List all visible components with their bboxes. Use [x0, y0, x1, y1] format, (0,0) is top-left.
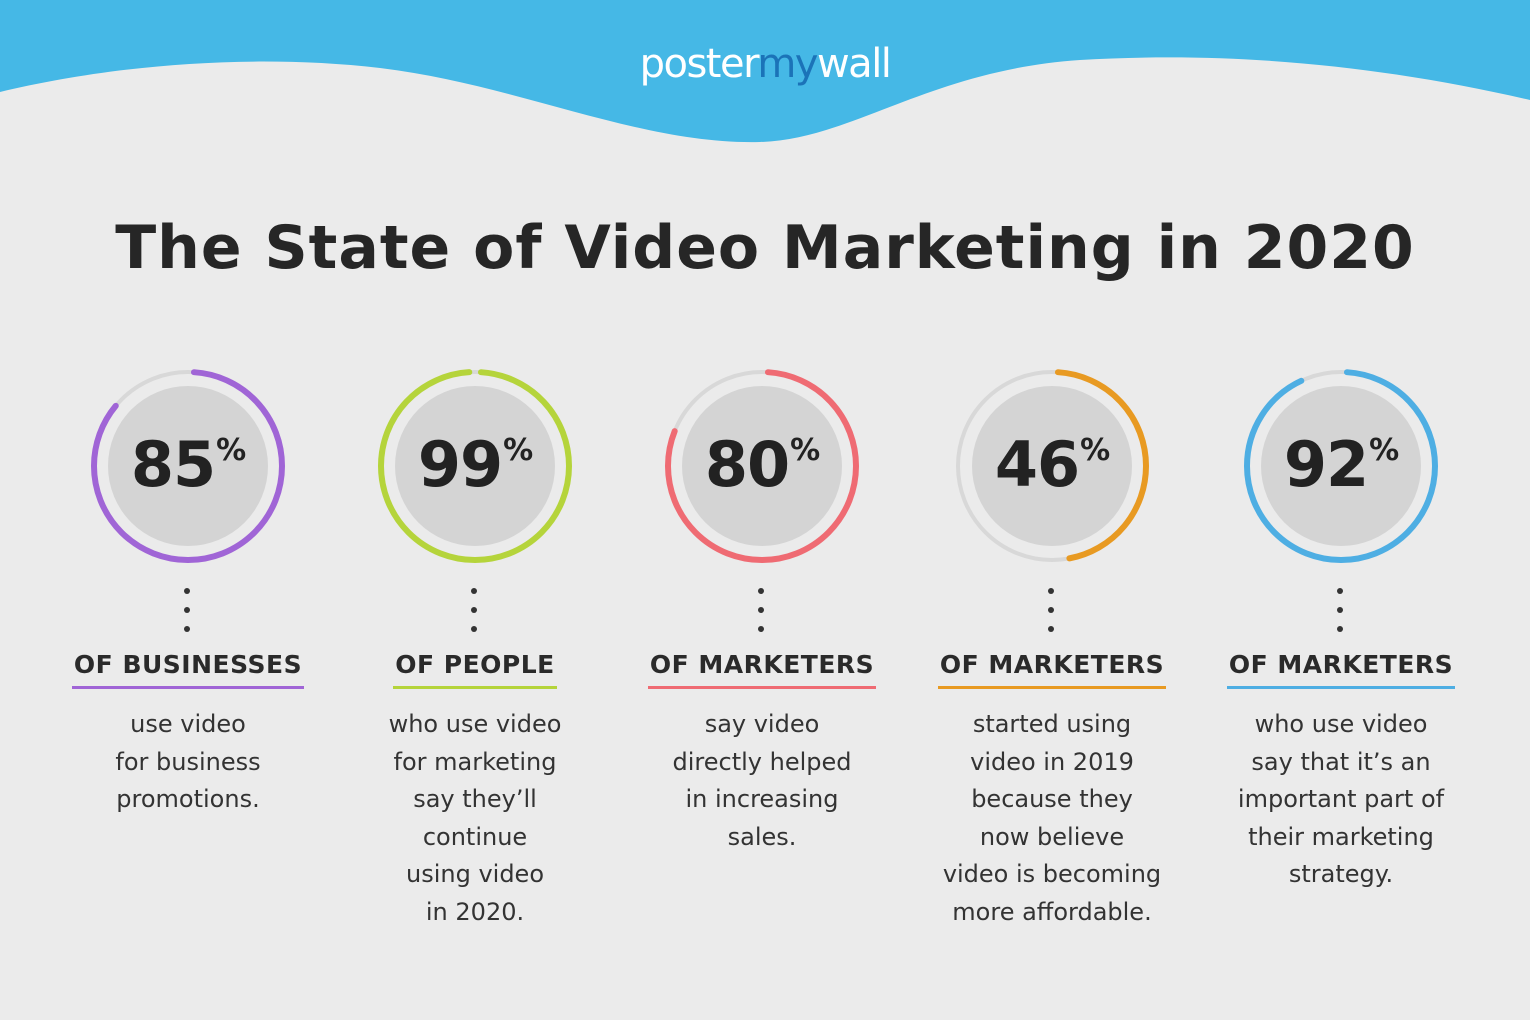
percent-sign: % — [216, 433, 246, 468]
dot — [471, 588, 477, 594]
percent-sign: % — [1369, 433, 1399, 468]
dot — [1048, 607, 1054, 613]
stat-value: 99% — [330, 434, 620, 496]
dots-connector — [758, 588, 766, 634]
stat-value: 92% — [1196, 434, 1486, 496]
donut-ring — [91, 369, 285, 563]
donut-ring — [1244, 369, 1438, 563]
header-wave-shape — [0, 0, 1530, 143]
stat-value: 46% — [907, 434, 1197, 496]
dots-connector — [184, 588, 192, 634]
stat-number: 46 — [994, 428, 1080, 501]
header-wave — [0, 0, 1530, 143]
dot — [1337, 607, 1343, 613]
dot — [1048, 588, 1054, 594]
ring-value-arc — [1244, 369, 1438, 563]
percent-sign: % — [503, 433, 533, 468]
stat-value: 80% — [617, 434, 907, 496]
stat-description: say video directly helped in increasing … — [672, 710, 852, 851]
stat-number: 92 — [1283, 428, 1369, 501]
percent-sign: % — [790, 433, 820, 468]
stat-description: started using video in 2019 because they… — [942, 710, 1162, 926]
ring-value-arc — [665, 369, 859, 563]
stat-heading: OF MARKETERS — [1226, 651, 1456, 689]
ring-center — [972, 386, 1132, 546]
stat-heading: OF MARKETERS — [647, 651, 877, 689]
postermywall-logo[interactable]: postermywall — [0, 44, 1530, 84]
dot — [184, 607, 190, 613]
dot — [471, 607, 477, 613]
percent-sign: % — [1080, 433, 1110, 468]
ring-value-arc — [955, 369, 1149, 563]
dot — [758, 607, 764, 613]
donut-ring — [378, 369, 572, 563]
ring-center — [395, 386, 555, 546]
stat-number: 99 — [417, 428, 503, 501]
logo-text-my: my — [757, 41, 818, 87]
dot — [471, 626, 477, 632]
logo-text-poster: poster — [639, 41, 759, 87]
donut-ring — [955, 369, 1149, 563]
stat-heading: OF MARKETERS — [937, 651, 1167, 689]
ring-center — [1261, 386, 1421, 546]
stat-description: who use video say that it’s an important… — [1237, 710, 1445, 888]
stat-heading: OF PEOPLE — [393, 651, 557, 689]
stat-heading: OF BUSINESSES — [71, 651, 305, 689]
dot — [184, 626, 190, 632]
dots-connector — [1048, 588, 1056, 634]
stat-number: 85 — [130, 428, 216, 501]
dots-connector — [1337, 588, 1345, 634]
stat-description: who use video for marketing say they’ll … — [388, 710, 562, 926]
stat-number: 80 — [704, 428, 790, 501]
dot — [1337, 588, 1343, 594]
ring-center — [682, 386, 842, 546]
dot — [1337, 626, 1343, 632]
dot — [184, 588, 190, 594]
ring-value-arc — [91, 369, 285, 563]
donut-ring — [665, 369, 859, 563]
dot — [758, 588, 764, 594]
page-title: The State of Video Marketing in 2020 — [115, 213, 1415, 283]
stat-value: 85% — [43, 434, 333, 496]
stat-description: use video for business promotions. — [115, 710, 261, 813]
dots-connector — [471, 588, 479, 634]
ring-value-arc — [378, 369, 572, 563]
dot — [758, 626, 764, 632]
ring-center — [108, 386, 268, 546]
dot — [1048, 626, 1054, 632]
logo-text-wall: wall — [816, 41, 892, 87]
